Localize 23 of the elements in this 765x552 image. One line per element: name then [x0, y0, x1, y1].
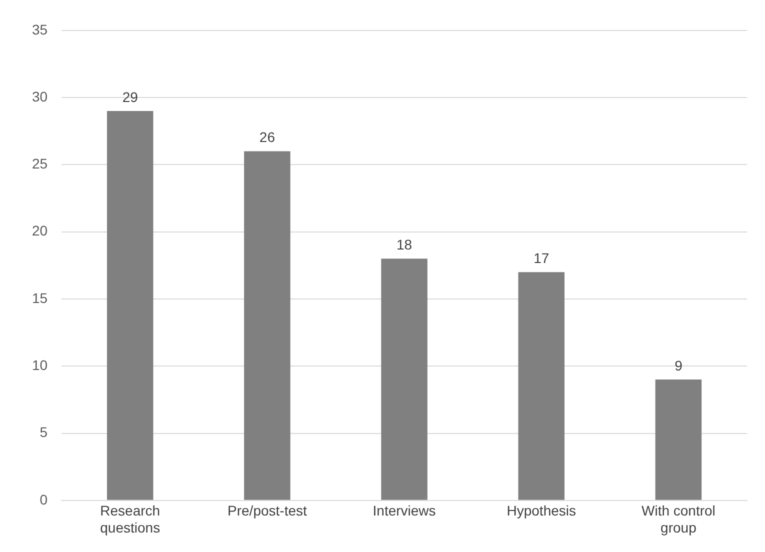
- x-tick-label: Research questions: [100, 502, 160, 536]
- x-tick-label: With control group: [641, 502, 716, 536]
- data-label: 18: [396, 236, 412, 253]
- x-tick-label: Interviews: [372, 502, 436, 519]
- data-label: 29: [122, 88, 138, 105]
- y-tick-label: 10: [32, 356, 48, 373]
- data-label: 17: [534, 250, 550, 266]
- x-tick-label: Hypothesis: [506, 502, 576, 519]
- y-tick-label: 25: [32, 156, 48, 172]
- bar: [381, 258, 428, 500]
- data-label: 26: [259, 129, 276, 146]
- y-tick-label: 20: [32, 222, 48, 239]
- x-tick-label: Pre/post-test: [228, 502, 307, 519]
- bar: [106, 110, 154, 500]
- bar: [244, 151, 290, 500]
- y-tick-label: 15: [32, 290, 48, 306]
- y-tick-label: 5: [40, 424, 48, 440]
- y-tick-label: 30: [32, 88, 48, 104]
- y-tick-label: 0: [40, 491, 48, 508]
- bar: [655, 380, 702, 500]
- bar: [518, 272, 565, 500]
- y-tick-label: 35: [32, 21, 48, 38]
- data-label: 9: [674, 357, 683, 374]
